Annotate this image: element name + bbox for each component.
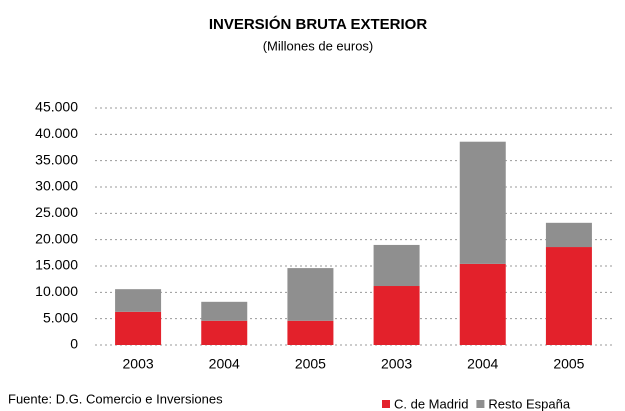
x-tick-label: 2004 — [467, 356, 498, 372]
bar-segment — [201, 320, 248, 345]
x-tick-label: 2005 — [295, 356, 326, 372]
bar-segment — [115, 289, 162, 312]
y-tick-label: 45.000 — [35, 99, 78, 115]
chart-title: INVERSIÓN BRUTA EXTERIOR — [209, 15, 428, 33]
x-tick-label: 2003 — [123, 356, 154, 372]
legend-label: C. de Madrid — [394, 396, 468, 411]
y-tick-label: 35.000 — [35, 151, 78, 167]
legend-label: Resto España — [488, 396, 570, 411]
y-tick-label: 5.000 — [43, 309, 78, 325]
y-tick-label: 15.000 — [35, 257, 78, 273]
bar-segment — [201, 301, 248, 321]
bar-segment — [115, 311, 162, 345]
bar-segment — [373, 286, 420, 345]
y-tick-label: 30.000 — [35, 178, 78, 194]
legend-swatch — [476, 400, 485, 408]
bar-segment — [545, 247, 592, 345]
bar-segment — [459, 263, 506, 345]
bar-segment — [459, 141, 506, 264]
bar-segment — [287, 268, 334, 321]
bar-segment — [287, 320, 334, 345]
y-tick-label: 0 — [70, 336, 78, 352]
y-tick-label: 40.000 — [35, 125, 78, 141]
legend-swatch — [382, 400, 390, 408]
x-tick-label: 2004 — [209, 356, 240, 372]
bar-segment — [373, 244, 420, 287]
bar-segment — [545, 222, 592, 248]
chart-subtitle: (Millones de euros) — [263, 38, 374, 53]
y-tick-label: 25.000 — [35, 204, 78, 220]
x-tick-label: 2003 — [381, 356, 412, 372]
x-tick-label: 2005 — [553, 356, 584, 372]
y-tick-label: 20.000 — [35, 230, 78, 246]
y-tick-label: 10.000 — [35, 283, 78, 299]
source-note: Fuente: D.G. Comercio e Inversiones — [8, 391, 223, 406]
